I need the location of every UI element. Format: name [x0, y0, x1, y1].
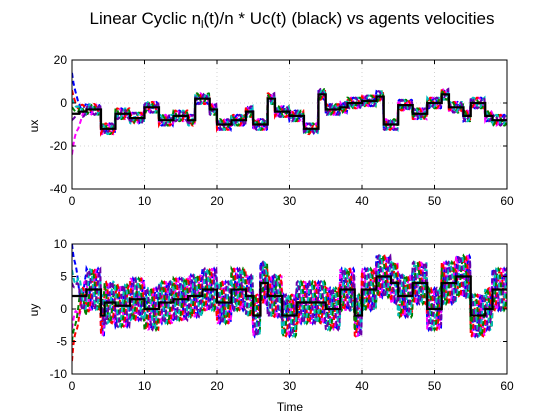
ux-xtick-label: 20 — [210, 194, 224, 208]
uy-axis-label: uy — [27, 304, 41, 317]
ux-agent-6-line — [72, 87, 507, 137]
uy-xtick-label: 30 — [283, 379, 297, 393]
uy-agent-5-line — [72, 254, 507, 338]
uy-xtick-label: 50 — [428, 379, 442, 393]
uy-ytick-label: 5 — [60, 270, 67, 284]
uy-ytick-label: -10 — [50, 367, 68, 381]
ux-ytick-label: 0 — [60, 96, 67, 110]
ux-ytick-label: -20 — [50, 139, 68, 153]
uy-series-group — [72, 244, 507, 362]
chart-title-subscript: l — [201, 19, 203, 31]
ux-agent-1-line — [72, 72, 507, 137]
ux-xtick-label: 50 — [428, 194, 442, 208]
uy-reference-line — [72, 275, 507, 317]
uy-xtick-label: 20 — [210, 379, 224, 393]
ux-axis-label: ux — [27, 120, 41, 133]
uy-xtick-label: 10 — [138, 379, 152, 393]
uy-xtick-label: 0 — [69, 379, 76, 393]
ux-reference-line — [72, 93, 507, 130]
ux-xtick-label: 60 — [500, 194, 514, 208]
ux-panel: ux 0 10 20 30 40 50 60 -40 -20 0 20 — [27, 53, 514, 208]
chart-title: Linear Cyclic nl(t)/n * Uc(t) (black) vs… — [90, 9, 495, 31]
uy-ytick-label: -5 — [56, 335, 67, 349]
ux-xtick-label: 0 — [69, 194, 76, 208]
uy-xtick-label: 40 — [355, 379, 369, 393]
uy-ytick-label: 10 — [54, 237, 68, 251]
time-axis-label: Time — [277, 400, 304, 414]
ux-xtick-label: 10 — [138, 194, 152, 208]
ux-ytick-label: 20 — [54, 53, 68, 67]
chart-title-main: Linear Cyclic n — [90, 9, 202, 28]
ux-ytick-label: -40 — [50, 182, 68, 196]
ux-series-group — [72, 72, 507, 155]
ux-xtick-label: 30 — [283, 194, 297, 208]
uy-ytick-label: 0 — [60, 302, 67, 316]
ux-xtick-label: 40 — [355, 194, 369, 208]
uy-panel: uy Time 0 10 20 30 40 50 60 -10 -5 0 5 10 — [27, 237, 514, 414]
uy-agent-4-line — [72, 253, 507, 342]
uy-agent-1-line — [72, 244, 507, 339]
uy-xtick-label: 60 — [500, 379, 514, 393]
chart-title-rest: (t)/n * Uc(t) (black) vs agents velociti… — [203, 9, 494, 28]
